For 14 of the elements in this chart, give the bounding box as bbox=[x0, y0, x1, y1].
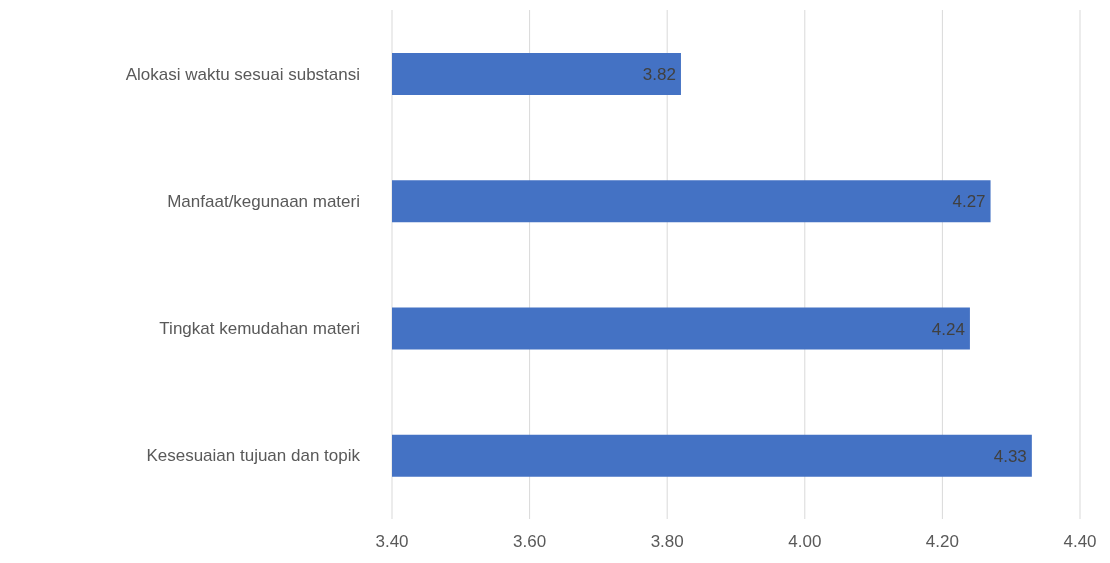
y-tick-label: Tingkat kemudahan materi bbox=[159, 319, 360, 339]
data-label: 3.82 bbox=[642, 65, 676, 85]
x-tick-label: 4.40 bbox=[1063, 532, 1097, 552]
x-tick-label: 3.40 bbox=[375, 532, 409, 552]
x-tick-label: 4.00 bbox=[788, 532, 822, 552]
x-tick-label: 4.20 bbox=[925, 532, 959, 552]
y-tick-label: Alokasi waktu sesuai substansi bbox=[125, 64, 360, 84]
y-tick-label: Manfaat/kegunaan materi bbox=[167, 191, 360, 211]
data-label: 4.27 bbox=[952, 192, 986, 212]
y-tick-label: Kesesuaian tujuan dan topik bbox=[146, 446, 361, 466]
x-tick-label: 3.80 bbox=[650, 532, 684, 552]
data-label: 4.24 bbox=[931, 319, 965, 339]
x-tick-label: 3.60 bbox=[513, 532, 547, 552]
data-label: 4.33 bbox=[993, 446, 1027, 466]
